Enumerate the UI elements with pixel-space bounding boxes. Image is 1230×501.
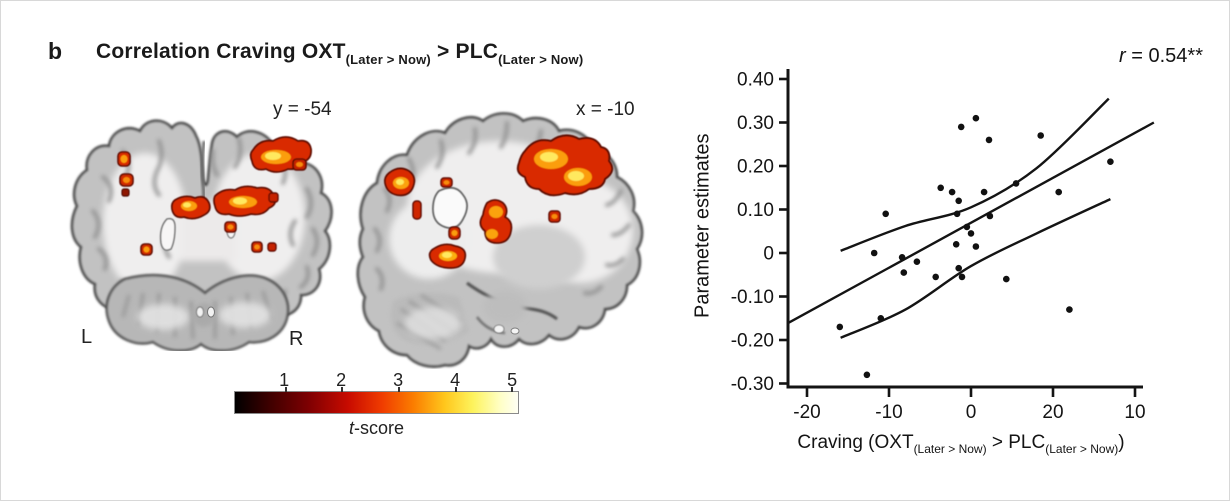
colorbar-tick-mark <box>454 387 457 392</box>
x-tick-label: -20 <box>793 402 820 423</box>
right-hemisphere-label: R <box>289 328 304 350</box>
data-point <box>1003 275 1010 283</box>
y-axis-label: Parameter estimates <box>691 133 714 319</box>
data-point <box>1066 306 1073 313</box>
data-point <box>1037 132 1044 139</box>
r-value: = 0.54** <box>1125 45 1203 67</box>
data-point <box>948 188 956 196</box>
tscore-colorbar: 1 2 3 4 5 t-score <box>234 370 519 439</box>
data-point <box>972 114 980 122</box>
data-point <box>913 258 921 265</box>
panel-label: b <box>48 38 63 64</box>
r-italic: r <box>1119 45 1126 67</box>
data-point <box>1012 180 1020 187</box>
y-tick-label: 0.20 <box>737 157 774 178</box>
x-tick-label: -10 <box>875 402 902 423</box>
coronal-slice-coordinate-label: y = -54 <box>273 99 332 120</box>
colorbar-tick-mark <box>341 387 344 392</box>
xlabel-subscript-1: (Later > Now) <box>913 442 987 456</box>
tscore-rest: -score <box>354 418 405 438</box>
activation-clusters-coronal <box>117 136 312 256</box>
cerebellum <box>390 292 469 351</box>
data-point <box>955 197 962 205</box>
left-hemisphere-label: L <box>81 326 93 348</box>
y-tick-label: 0 <box>763 244 774 265</box>
data-point <box>963 223 971 231</box>
activation-clusters-sagittal <box>383 134 614 269</box>
y-tick-label: 0.30 <box>737 113 774 134</box>
x-axis-label: Craving (OXT(Later > Now) > PLC(Later > … <box>691 432 1229 456</box>
x-tick-label: 0 <box>966 402 977 423</box>
xlabel-text-1: Craving (OXT <box>797 432 914 453</box>
ci-lower-curve <box>840 198 1111 339</box>
colorbar-gradient-bar <box>234 387 519 414</box>
colorbar-tick-1: 1 <box>279 370 290 390</box>
sagittal-brain-slice-image <box>349 79 669 374</box>
sagittal-slice-coordinate-label: x = -10 <box>576 99 635 120</box>
data-point <box>882 210 889 218</box>
data-point <box>958 273 966 281</box>
title-subscript-2: (Later > Now) <box>498 52 584 67</box>
data-point <box>898 254 906 261</box>
data-point <box>900 269 908 276</box>
data-point <box>1107 158 1114 165</box>
y-tick-label: -0.30 <box>731 374 774 395</box>
data-point <box>863 371 871 379</box>
data-point <box>957 123 965 131</box>
data-point <box>836 323 844 331</box>
data-point <box>937 184 944 192</box>
x-tick-label: 10 <box>1124 402 1145 423</box>
y-tick-label: 0.10 <box>737 200 774 221</box>
colorbar-tick-mark <box>284 387 287 392</box>
colorbar-tick-4: 4 <box>450 370 461 390</box>
colorbar-tick-5: 5 <box>507 370 518 390</box>
title-subscript-1: (Later > Now) <box>345 52 431 67</box>
title-text-1: Correlation Craving OXT <box>96 40 346 63</box>
figure-title: Correlation Craving OXT(Later > Now) > P… <box>96 40 583 67</box>
data-point <box>953 210 961 218</box>
xlabel-text-2: > PLC <box>986 432 1046 453</box>
data-point <box>967 230 975 237</box>
data-point <box>932 273 939 281</box>
data-point <box>972 243 980 250</box>
cerebellum <box>105 273 290 352</box>
xlabel-subscript-2: (Later > Now) <box>1045 442 1119 456</box>
regression-line <box>788 121 1155 324</box>
scatter-plot-canvas: 0.40 0.30 0.20 0.10 0 -0.10 -0.20 -0.30 -20 -10 0 2… <box>731 69 1155 423</box>
colorbar-tick-3: 3 <box>393 370 404 390</box>
y-tick-label: -0.20 <box>731 331 774 352</box>
title-text-2: > PLC <box>430 40 499 63</box>
data-point <box>1055 188 1062 196</box>
xlabel-text-3: ) <box>1118 432 1125 453</box>
data-point <box>870 249 878 257</box>
tscore-t-italic: t <box>348 418 354 438</box>
colorbar-tick-mark <box>398 387 400 392</box>
coronal-brain-svg <box>70 119 333 352</box>
data-point <box>985 136 993 144</box>
y-tick-label: -0.10 <box>731 287 774 308</box>
data-point <box>955 264 962 272</box>
colorbar-axis-label: t-score <box>234 418 519 439</box>
ci-upper-curve <box>840 97 1110 252</box>
x-tick-label: 20 <box>1042 402 1063 423</box>
sagittal-brain-svg <box>356 112 644 368</box>
data-point <box>980 188 988 196</box>
coronal-brain-slice-image <box>63 81 343 356</box>
data-point <box>952 241 960 248</box>
colorbar-tick-2: 2 <box>336 370 347 390</box>
colorbar-tick-mark <box>511 387 514 392</box>
data-point <box>986 212 994 220</box>
correlation-annotation: r = 0.54** <box>1119 45 1203 68</box>
scatter-plot: r = 0.54** Parameter estimates 0.40 0.30 0… <box>691 41 1229 500</box>
data-point <box>877 315 885 322</box>
y-tick-label: 0.40 <box>737 70 774 91</box>
colorbar-tick-labels: 1 2 3 4 5 <box>234 370 519 391</box>
